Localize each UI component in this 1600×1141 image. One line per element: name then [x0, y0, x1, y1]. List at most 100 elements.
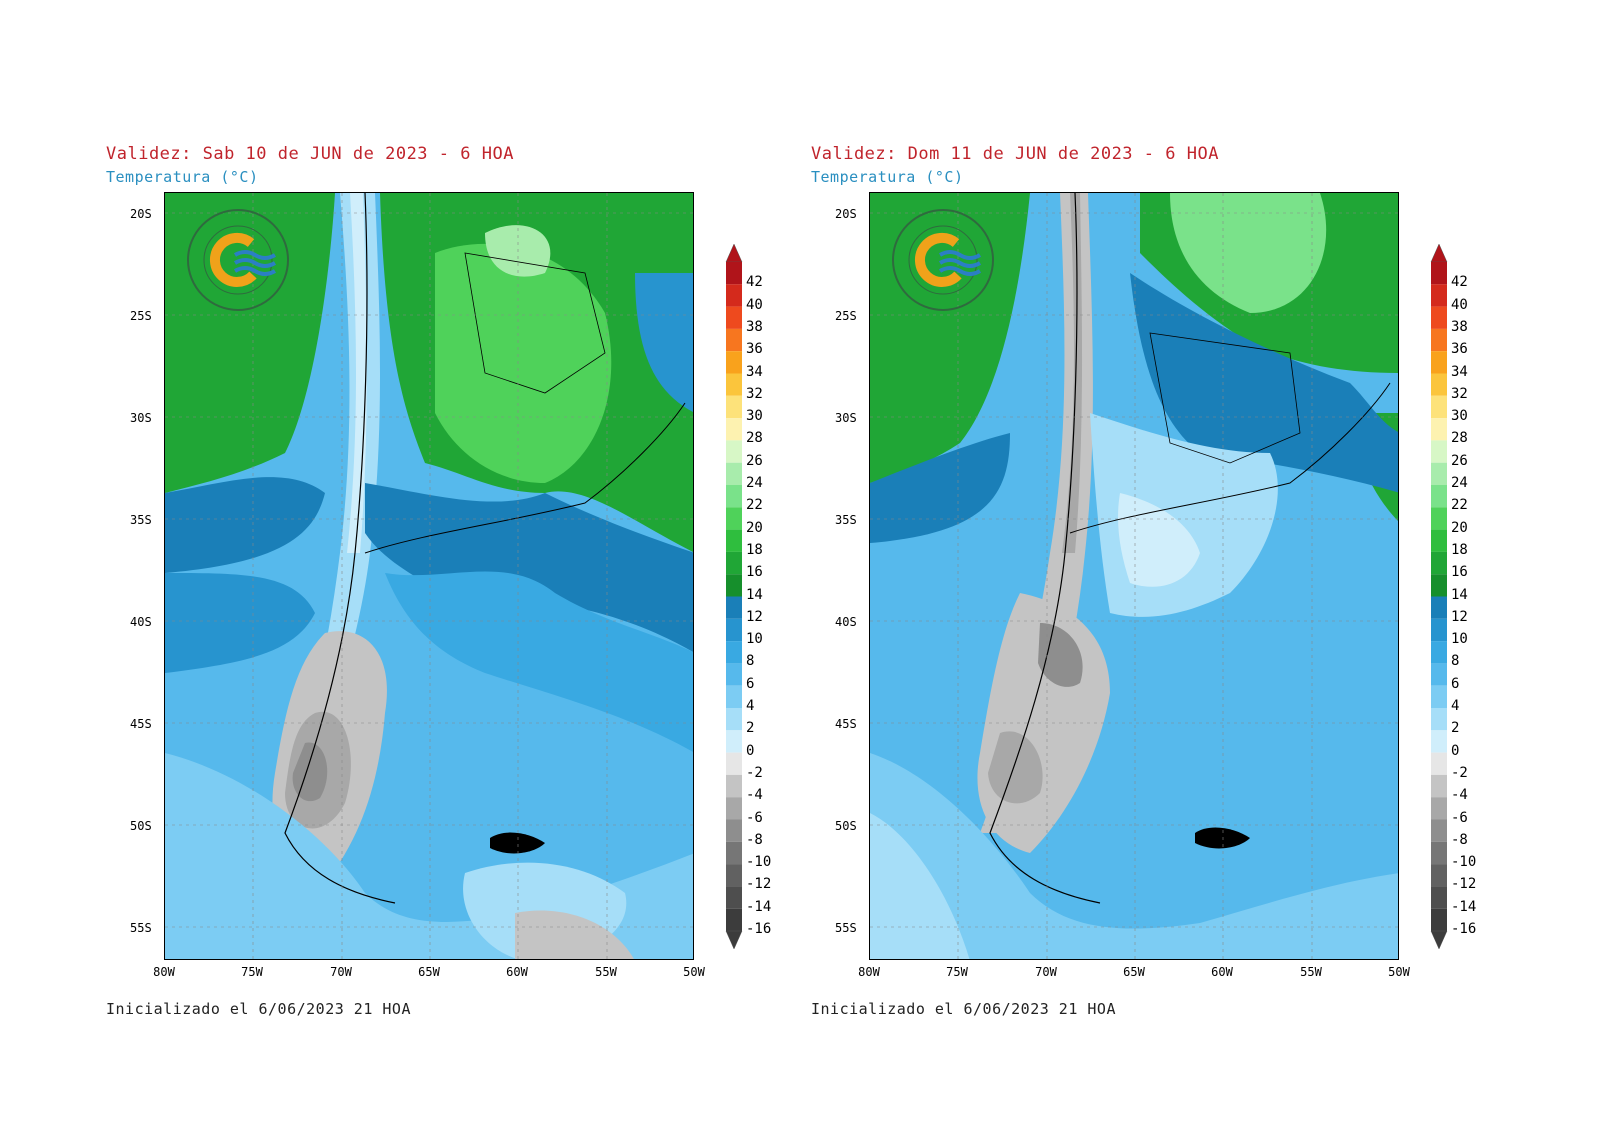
- colorbar-min-arrow: [1430, 930, 1448, 949]
- colorbar-swatch: [1431, 328, 1447, 352]
- colorbar-swatch: [1431, 373, 1447, 396]
- colorbar-label: -4: [1451, 787, 1468, 804]
- colorbar-swatch: [726, 596, 742, 619]
- colorbar-swatch: [1431, 395, 1447, 419]
- lat-label: 30S: [130, 411, 152, 425]
- colorbar-label: 8: [746, 653, 755, 670]
- panel-subtitle: Temperatura (°C): [811, 168, 964, 186]
- colorbar-label: 26: [1451, 452, 1468, 469]
- lat-label: 20S: [130, 207, 152, 221]
- lon-label: 60W: [1211, 965, 1233, 979]
- colorbar-swatch: [726, 685, 742, 708]
- colorbar-swatch: [726, 529, 742, 552]
- lon-label: 75W: [946, 965, 968, 979]
- lat-label: 55S: [130, 921, 152, 935]
- colorbar-label: 38: [1451, 318, 1468, 335]
- colorbar-label: 0: [746, 742, 755, 759]
- lat-label: 30S: [835, 411, 857, 425]
- colorbar-swatch: [726, 551, 742, 575]
- colorbar-swatch: [1431, 262, 1447, 285]
- colorbar-swatch: [726, 841, 742, 865]
- lon-label: 55W: [595, 965, 617, 979]
- colorbar-swatch: [726, 507, 742, 530]
- colorbar-label: 42: [1451, 274, 1468, 291]
- colorbar-label: 26: [746, 452, 763, 469]
- colorbar-label: 28: [746, 430, 763, 447]
- colorbar-label: 20: [1451, 519, 1468, 536]
- colorbar-label: 4: [1451, 698, 1460, 714]
- colorbar-label: 34: [746, 363, 763, 380]
- colorbar: 42 40 38 36 34 32 30 28 26 24 22 20 18 16 14 12 10 8 6 4 2 0-…: [724, 244, 784, 950]
- colorbar-label: 22: [1451, 497, 1468, 514]
- colorbar-label: 12: [1451, 608, 1468, 625]
- colorbar-label: -12: [746, 876, 772, 893]
- panel-title: Validez: Dom 11 de JUN de 2023 - 6 HOA: [811, 144, 1219, 164]
- colorbar-label: 6: [1451, 675, 1460, 692]
- colorbar-swatch: [726, 485, 742, 508]
- lon-label: 70W: [330, 965, 352, 979]
- colorbar-swatch: [1431, 574, 1447, 597]
- colorbar-swatch: [1431, 618, 1447, 642]
- colorbar-label: 40: [746, 296, 763, 313]
- colorbar-strip: [1430, 244, 1448, 949]
- lat-label: 45S: [130, 717, 152, 731]
- colorbar-label: 14: [746, 586, 763, 603]
- colorbar-label: 0: [1451, 742, 1460, 759]
- lat-label: 40S: [130, 615, 152, 629]
- colorbar-swatch: [726, 462, 742, 485]
- panel-title: Validez: Sab 10 de JUN de 2023 - 6 HOA: [106, 144, 514, 164]
- colorbar-swatch: [1431, 529, 1447, 552]
- lon-label: 75W: [241, 965, 263, 979]
- colorbar-label: 6: [746, 675, 755, 692]
- colorbar-swatch: [1431, 841, 1447, 865]
- colorbar-swatch: [726, 908, 742, 931]
- lon-label: 50W: [683, 965, 705, 979]
- init-text: Inicializado el 6/06/2023 21 HOA: [811, 1000, 1116, 1018]
- colorbar-swatch: [726, 819, 742, 842]
- colorbar-label: 14: [1451, 586, 1468, 603]
- colorbar-swatch: [726, 752, 742, 775]
- colorbar-swatch: [1431, 886, 1447, 909]
- colorbar-swatch: [726, 663, 742, 686]
- colorbar-swatch: [1431, 864, 1447, 887]
- colorbar-swatch: [1431, 507, 1447, 530]
- colorbar-label: 34: [1451, 363, 1468, 380]
- colorbar-swatch: [726, 574, 742, 597]
- colorbar-label: 4: [746, 698, 755, 714]
- lat-label: 50S: [130, 819, 152, 833]
- colorbar-swatch: [726, 351, 742, 374]
- colorbar-swatch: [726, 373, 742, 396]
- colorbar-swatch: [726, 730, 742, 753]
- colorbar-label: 16: [746, 564, 763, 581]
- colorbar-label: 28: [1451, 430, 1468, 447]
- colorbar-label: 20: [746, 519, 763, 536]
- colorbar-swatch: [726, 284, 742, 307]
- colorbar-label: -8: [1451, 831, 1468, 848]
- colorbar-swatch: [726, 262, 742, 285]
- lat-label: 25S: [835, 309, 857, 323]
- init-text: Inicializado el 6/06/2023 21 HOA: [106, 1000, 411, 1018]
- colorbar-label: 40: [1451, 296, 1468, 313]
- lon-label: 60W: [506, 965, 528, 979]
- colorbar-label: 36: [746, 341, 763, 358]
- map-panel-day2: Validez: Dom 11 de JUN de 2023 - 6 HOA T…: [705, 0, 1505, 1141]
- colorbar-swatch: [726, 418, 742, 441]
- colorbar-swatch: [726, 774, 742, 798]
- colorbar-label: -10: [746, 854, 772, 871]
- colorbar-min-arrow: [725, 930, 743, 949]
- colorbar-label: -14: [1451, 898, 1477, 915]
- colorbar-swatch: [1431, 351, 1447, 374]
- colorbar-swatch: [1431, 797, 1447, 820]
- temperature-field: [870, 193, 1398, 959]
- colorbar-swatch: [1431, 596, 1447, 619]
- lat-label: 40S: [835, 615, 857, 629]
- colorbar-swatch: [1431, 485, 1447, 508]
- colorbar-swatch: [1431, 551, 1447, 575]
- colorbar-swatch: [1431, 284, 1447, 307]
- colorbar-label: 32: [1451, 385, 1468, 402]
- colorbar-label: 8: [1451, 653, 1460, 670]
- lat-label: 35S: [835, 513, 857, 527]
- lon-label: 65W: [418, 965, 440, 979]
- colorbar-label: 24: [746, 475, 763, 491]
- colorbar-swatch: [726, 864, 742, 887]
